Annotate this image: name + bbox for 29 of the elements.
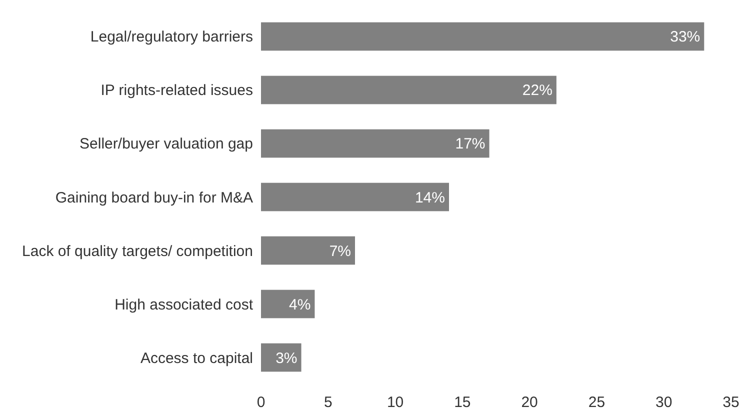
bar [261, 290, 315, 318]
y-tick-label: Legal/regulatory barriers [90, 28, 253, 46]
x-tick-label: 10 [386, 394, 404, 411]
data-label: 7% [329, 242, 351, 260]
x-tick-label: 30 [656, 394, 672, 411]
bar [261, 129, 490, 158]
bar [261, 22, 704, 51]
y-tick-label: IP rights-related issues [100, 82, 253, 100]
x-tick-label: 20 [521, 394, 538, 411]
data-label: 14% [414, 189, 445, 206]
bar [261, 76, 556, 104]
bar [261, 343, 302, 372]
data-label: 4% [289, 296, 311, 314]
x-tick-label: 0 [256, 394, 266, 411]
data-label: 3% [276, 350, 298, 367]
x-tick-label: 25 [588, 394, 606, 411]
bar [261, 236, 355, 265]
data-label: 22% [522, 82, 552, 100]
bar [261, 182, 449, 212]
y-tick-label: High associated cost [114, 296, 254, 314]
data-label: 17% [455, 136, 486, 153]
y-tick-label: Gaining board buy-in for M&A [55, 189, 253, 206]
y-tick-label: Access to capital [140, 350, 253, 367]
data-label: 33% [670, 28, 700, 46]
x-tick-label: 35 [722, 394, 740, 411]
x-tick-label: 15 [454, 394, 471, 411]
y-tick-label: Lack of quality targets/ competition [22, 242, 253, 260]
y-tick-label: Seller/buyer valuation gap [80, 136, 253, 153]
x-tick-label: 5 [324, 394, 332, 411]
